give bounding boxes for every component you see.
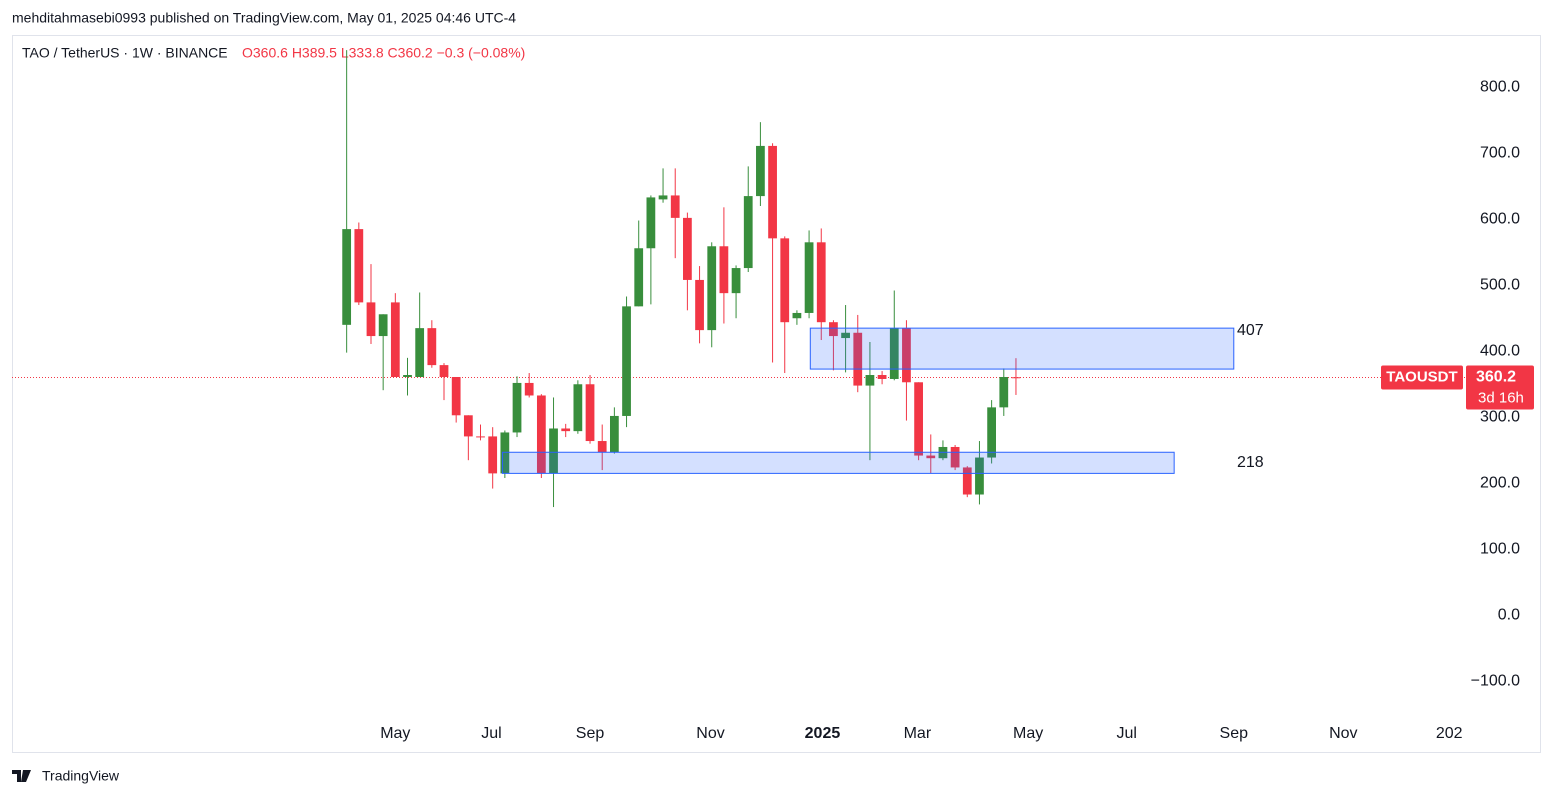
candle-body (902, 328, 911, 383)
candle-body (342, 229, 352, 325)
x-tick-label: Jul (1116, 725, 1136, 742)
x-tick-label: Sep (1220, 725, 1249, 742)
candle-body (524, 382, 534, 396)
candle-body (999, 376, 1009, 408)
candle-body (403, 375, 412, 377)
candle-body (780, 238, 790, 323)
y-tick-label: 500.0 (1480, 276, 1520, 293)
ohlc: O360.6 H389.5 L333.8 C360.2 −0.3 (−0.08%… (242, 45, 525, 61)
plot (12, 50, 1465, 508)
zone-label: 218 (1237, 454, 1264, 471)
y-tick-label: 200.0 (1480, 475, 1520, 492)
candle-body (536, 395, 546, 474)
candle-body (756, 145, 765, 197)
candle-body (731, 268, 741, 294)
candle-body (829, 322, 838, 337)
candle-body (427, 328, 437, 366)
price-tag-countdown: 3d 16h (1478, 389, 1524, 406)
candle-body (415, 328, 425, 377)
symbol: TAO / TetherUS · 1W · BINANCE (22, 45, 228, 61)
price-tag-value: 360.2 (1476, 369, 1516, 386)
candle-body (792, 312, 802, 319)
candle-body (354, 229, 364, 303)
candle-body (865, 375, 875, 386)
candle-body (549, 428, 558, 474)
brand-logo (12, 770, 31, 782)
candle-body (573, 384, 583, 432)
candle-body (1011, 377, 1021, 379)
candle-body (683, 217, 692, 280)
zone (501, 451, 1175, 474)
y-tick-label: 300.0 (1480, 408, 1520, 425)
brand: TradingView (42, 768, 120, 784)
candle-body (463, 415, 473, 437)
candle-body (390, 302, 400, 377)
candle-body (500, 432, 510, 474)
candle-body (877, 375, 887, 379)
candle-body (926, 455, 936, 459)
candle-body (804, 242, 814, 313)
candle-body (366, 302, 376, 337)
price-tag-bg (1466, 365, 1534, 410)
zone (809, 327, 1235, 370)
candle-body (768, 145, 777, 239)
y-tick-label: 700.0 (1480, 144, 1520, 161)
candle-body (670, 195, 680, 218)
y-tick-label: 100.0 (1480, 541, 1520, 558)
x-tick-label: Nov (1329, 725, 1357, 742)
candle-body (914, 382, 923, 456)
plot-frame (12, 35, 1541, 753)
x-tick-label: Sep (576, 725, 605, 742)
candle-body (646, 197, 656, 249)
y-tick-label: 600.0 (1480, 210, 1520, 227)
candle-body (476, 436, 485, 438)
candle-body (488, 436, 498, 474)
zone-label: 407 (1237, 322, 1264, 339)
candle-body (634, 248, 644, 307)
price-tag-name-bg (1381, 365, 1463, 390)
candle-body (378, 314, 388, 337)
header: mehditahmasebi0993 published on TradingV… (12, 10, 516, 26)
candle-body (816, 242, 826, 323)
candle-body (609, 415, 619, 453)
y-tick-label: 0.0 (1498, 607, 1520, 624)
candle-body (707, 246, 717, 331)
candle-body (853, 332, 863, 386)
y-tick-label: 800.0 (1480, 78, 1520, 95)
candle-body (719, 246, 729, 294)
candle-body (695, 279, 704, 331)
candle-body (622, 306, 631, 416)
candle-body (889, 328, 899, 379)
x-tick-label: May (1013, 725, 1043, 742)
y-tick-label: 400.0 (1480, 342, 1520, 359)
candle-body (975, 457, 984, 495)
x-tick-label: May (380, 725, 410, 742)
x-tick-label: Jul (481, 725, 501, 742)
candle-body (585, 384, 595, 442)
candle-body (658, 195, 668, 200)
candle-body (987, 407, 996, 458)
candle-body (439, 365, 449, 377)
candle-body (743, 196, 753, 269)
y-tick-label: −100.0 (1471, 673, 1520, 690)
x-tick-label: Nov (696, 725, 724, 742)
x-tick-label: 2025 (805, 725, 841, 742)
x-tick-label: Mar (904, 725, 932, 742)
candle-body (841, 332, 850, 339)
candle-body (597, 441, 607, 453)
candle-body (962, 467, 972, 495)
price-tag-name: TAOUSDT (1386, 368, 1457, 385)
candle-body (950, 446, 960, 468)
candle-body (561, 428, 571, 432)
candle-body (512, 382, 522, 433)
x-tick-label: 202 (1436, 725, 1463, 742)
candle-body (451, 376, 461, 416)
